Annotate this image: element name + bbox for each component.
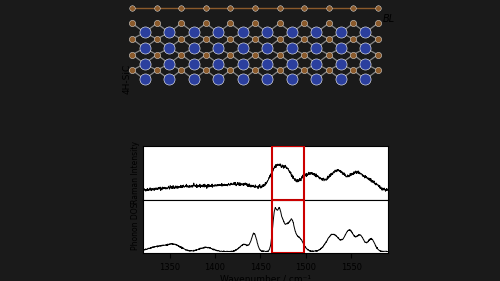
Y-axis label: Phonon DOS: Phonon DOS bbox=[130, 203, 140, 250]
Bar bbox=[272, 200, 304, 253]
Bar bbox=[272, 146, 304, 200]
Y-axis label: Raman Intensity: Raman Intensity bbox=[130, 141, 140, 204]
Text: BL: BL bbox=[382, 14, 394, 24]
X-axis label: Wavenumber / cm⁻¹: Wavenumber / cm⁻¹ bbox=[220, 275, 310, 281]
Text: 4H-SiC: 4H-SiC bbox=[123, 64, 132, 94]
